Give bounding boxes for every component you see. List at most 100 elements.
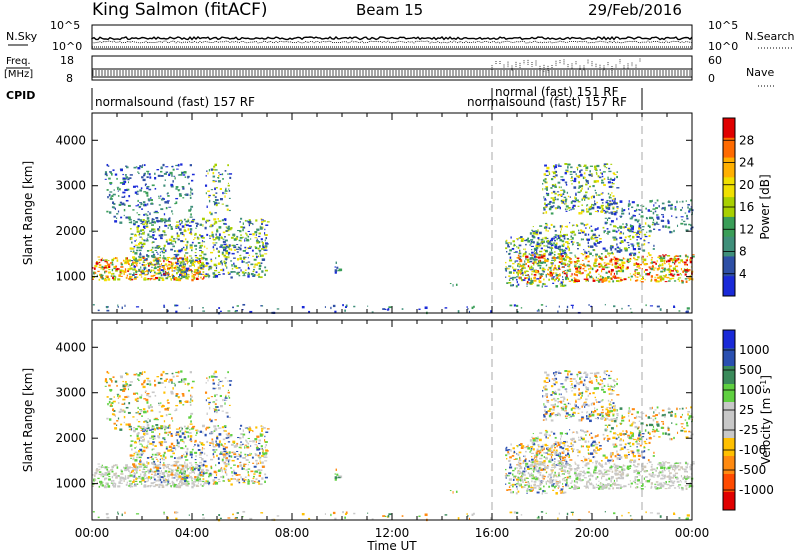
power-cell [546,166,550,170]
power-cell [249,222,254,224]
power-cell [222,246,226,249]
power-cell [159,254,162,257]
power-cell [183,229,186,232]
power-cell [616,208,619,210]
power-cell [154,259,158,262]
velocity-cell [163,437,166,440]
velocity-cell [265,431,269,433]
power-cell [656,223,660,225]
power-cell [221,253,224,256]
power-cell [512,284,514,287]
power-cell [595,236,599,239]
power-cell [198,260,202,262]
power-cell [168,238,172,242]
power-cell [254,231,258,234]
power-cell [603,230,605,234]
power-cell [214,198,217,201]
velocity-cell [108,400,111,404]
velocity-cell [212,378,215,382]
velocity-cell [138,456,142,459]
power-cell [590,275,593,278]
power-cell [252,270,255,273]
power-cell [228,256,230,259]
velocity-cell [222,480,225,482]
power-cell [191,241,194,244]
power-cell [190,179,194,182]
power-cell [157,265,159,269]
power-cell [192,218,196,221]
power-cell [227,234,231,236]
power-cell [616,246,619,248]
velocity-cell [104,378,108,381]
power-cell [239,236,243,239]
power-cell [93,267,96,270]
velocity-cell [213,425,217,428]
power-cell [646,263,648,265]
power-cell [629,278,632,281]
power-cell [130,263,133,266]
power-cell [607,252,609,255]
power-cell [213,165,216,168]
colorbar-tick-label: 8 [739,245,747,259]
power-cell [162,198,165,200]
power-cell [176,253,180,256]
power-cell [592,233,596,236]
power-cell [578,181,580,184]
power-cell [526,285,528,287]
velocity-cell [210,431,213,434]
power-cell [530,242,532,245]
power-cell [664,281,668,283]
power-cell [180,231,184,234]
power-cell [117,210,120,213]
power-cell [233,265,238,268]
velocity-cell [158,466,161,468]
power-cell [587,182,589,185]
velocity-cell [139,463,142,466]
power-cell [660,259,664,263]
power-cell [223,256,227,258]
velocity-cell [136,453,139,456]
power-cell [188,255,192,257]
power-cell [245,252,249,254]
power-cell [623,258,626,260]
velocity-cell [163,420,166,423]
power-cell [571,179,573,182]
velocity-cell [171,372,174,375]
power-cell [643,258,647,262]
velocity-cell [204,464,206,466]
colorbar-tick-label: 28 [739,133,754,147]
power-cell [143,240,146,242]
power-cell [235,309,238,312]
power-cell [133,277,137,280]
power-cell [244,272,247,274]
power-cell [165,249,167,252]
velocity-cell [181,454,184,457]
power-cell [512,278,514,281]
power-cell [179,277,183,280]
velocity-cell [114,414,116,418]
velocity-cell [133,466,137,468]
power-cell [133,265,136,268]
velocity-cell [151,456,153,458]
power-cell [152,236,155,239]
power-cell [565,198,567,201]
power-cell [181,225,185,228]
power-cell [636,204,639,207]
velocity-cell [195,478,199,482]
power-cell [547,171,550,173]
power-cell [568,249,571,252]
power-cell [212,201,215,203]
power-cell [555,257,559,259]
velocity-cell [222,453,226,456]
power-cell [189,228,193,231]
velocity-cell [111,380,113,383]
power-cell [680,267,683,271]
power-cell [183,261,185,264]
power-cell [674,208,677,211]
power-cell [108,271,111,274]
power-cell [627,204,630,208]
power-cell [601,175,604,178]
power-cell [228,209,231,212]
power-cell [539,266,542,270]
power-cell [654,202,657,204]
